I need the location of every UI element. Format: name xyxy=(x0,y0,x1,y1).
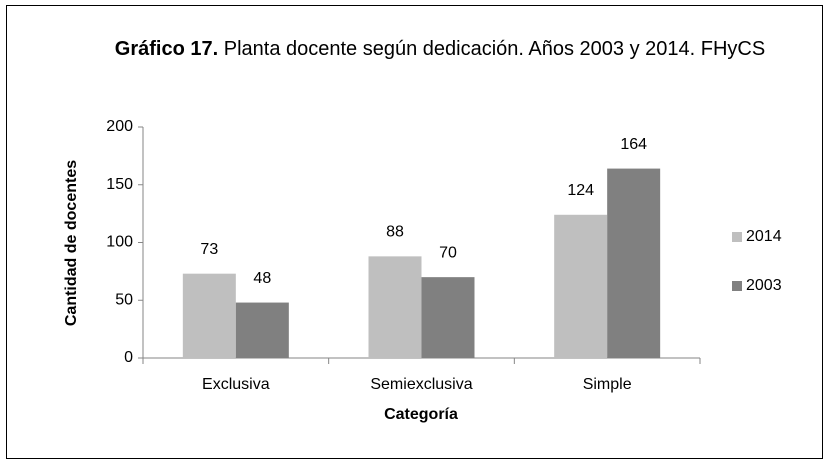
y-tick-label: 150 xyxy=(106,176,133,193)
data-label: 164 xyxy=(620,136,647,153)
bar xyxy=(607,168,661,358)
data-label: 88 xyxy=(386,224,404,241)
legend-swatch xyxy=(732,281,742,291)
data-label: 73 xyxy=(200,241,218,258)
chart-title: Gráfico 17. Planta docente según dedicac… xyxy=(105,36,775,62)
bar xyxy=(235,302,289,358)
legend-label: 2014 xyxy=(746,228,782,245)
title-text: Planta docente según dedicación. Años 20… xyxy=(223,38,766,60)
x-axis-label: Categoría xyxy=(384,406,458,423)
legend-label: 2003 xyxy=(746,277,782,294)
data-label: 124 xyxy=(567,182,594,199)
chart-border xyxy=(6,5,823,459)
legend-swatch xyxy=(732,232,742,242)
x-tick-label: Exclusiva xyxy=(202,376,270,393)
y-tick-label: 100 xyxy=(106,234,133,251)
y-tick-label: 200 xyxy=(106,118,133,135)
bar xyxy=(554,214,608,358)
bar xyxy=(182,273,236,358)
bar xyxy=(421,277,475,358)
x-tick-label: Simple xyxy=(583,376,632,393)
y-tick-label: 50 xyxy=(115,291,133,308)
title-prefix: Gráfico 17. xyxy=(114,38,219,60)
bar xyxy=(368,256,422,358)
y-axis-label: Cantidad de docentes xyxy=(63,160,80,326)
x-tick-label: Semiexclusiva xyxy=(370,376,472,393)
data-label: 70 xyxy=(439,244,457,261)
data-label: 48 xyxy=(253,270,271,287)
y-tick-label: 0 xyxy=(124,349,133,366)
